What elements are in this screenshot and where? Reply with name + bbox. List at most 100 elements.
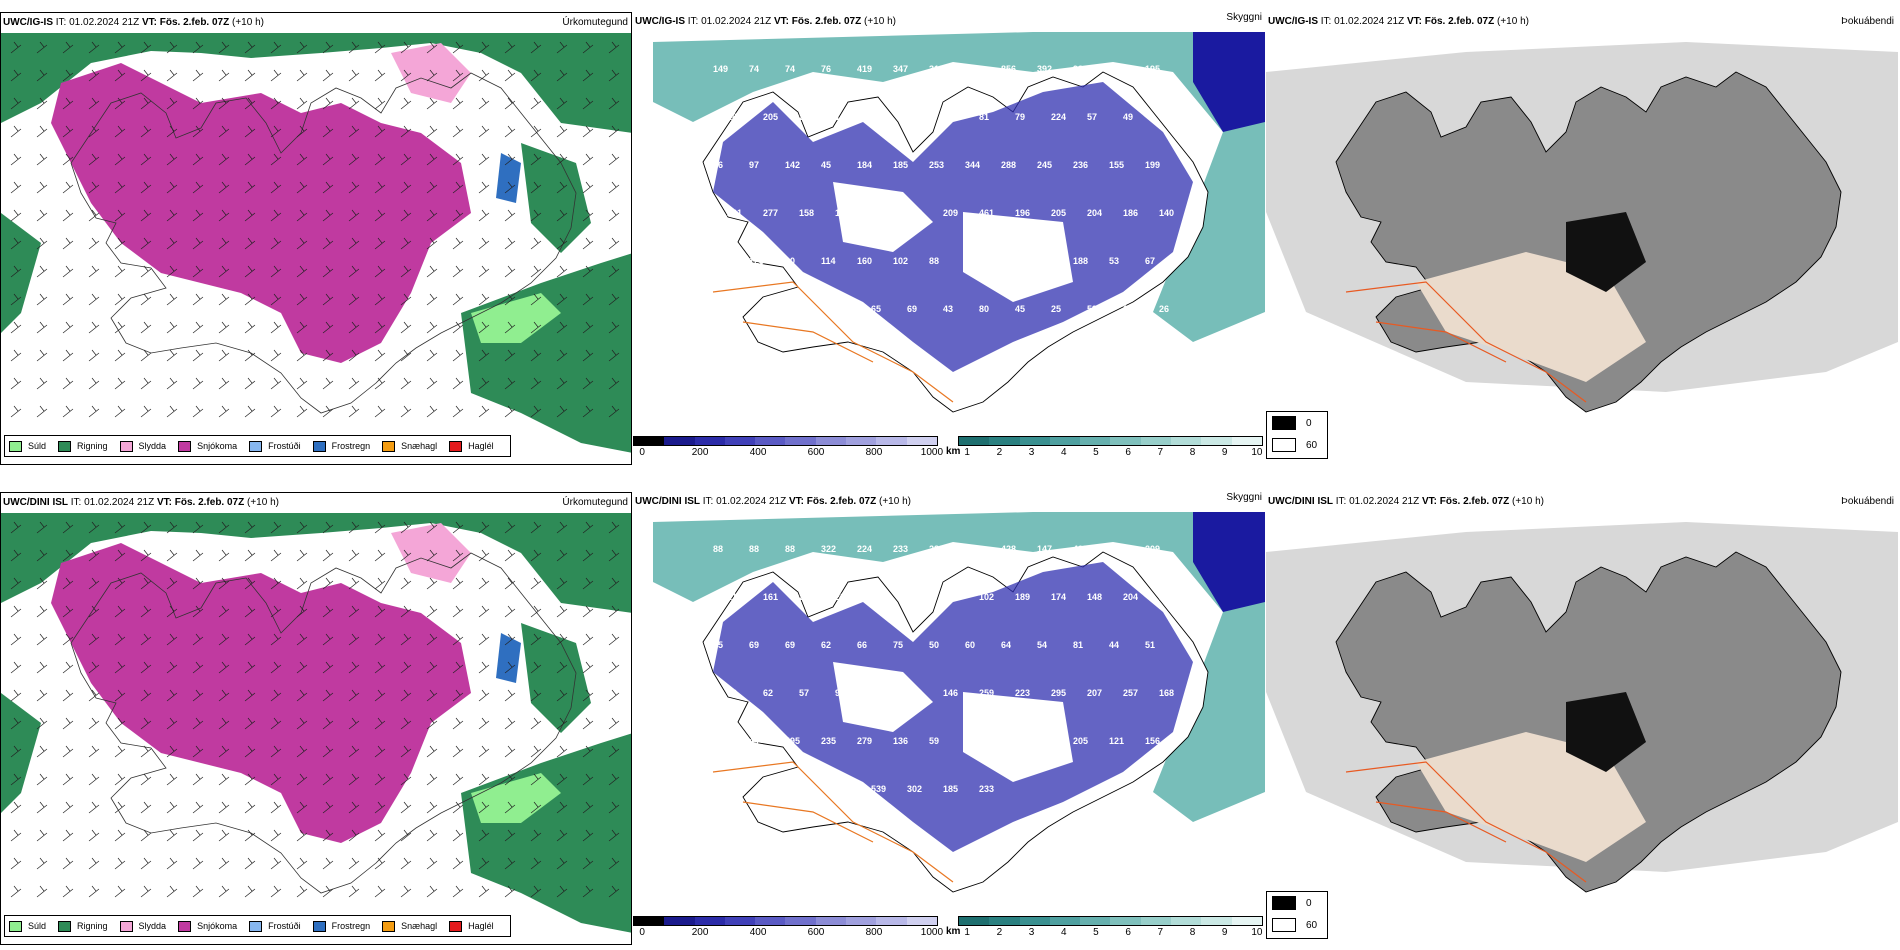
legend-label: Snjókoma <box>197 921 238 931</box>
cloud-base-label: 75 <box>893 640 903 650</box>
wind-barb <box>556 125 568 138</box>
rain-area <box>461 733 631 933</box>
wind-barb <box>504 885 516 898</box>
wind-barb <box>218 349 230 362</box>
coastline <box>70 72 577 414</box>
wind-barb <box>426 377 438 390</box>
wind-barb <box>400 633 412 646</box>
cloud-base-label: 102 <box>979 592 994 602</box>
wind-barb <box>374 773 386 786</box>
wind-barb <box>582 633 594 646</box>
wind-barb <box>400 661 412 674</box>
road-lines <box>1345 761 1587 883</box>
wind-barb <box>10 829 22 842</box>
cloud-base-label: 539 <box>871 784 886 794</box>
colorbar-tick-label: 5 <box>1093 927 1099 938</box>
wind-barb <box>400 829 412 842</box>
wind-barb <box>166 405 178 418</box>
cloud-base-label: 61 <box>965 256 975 266</box>
wind-barb <box>62 549 74 562</box>
wind-barb <box>88 689 100 702</box>
wind-barb <box>10 125 22 138</box>
cloud-base-label: 62 <box>763 688 773 698</box>
wind-barb <box>504 69 516 82</box>
wind-barb <box>582 801 594 814</box>
cloud-base-label: 64 <box>1001 640 1011 650</box>
wind-barb <box>36 521 48 534</box>
wind-barb <box>140 661 152 674</box>
wind-barb <box>530 801 542 814</box>
wind-barb <box>426 633 438 646</box>
cloud-base-label: 126 <box>1109 64 1124 74</box>
panel-header: UWC/DINI ISL IT: 01.02.2024 21Z VT: Fös.… <box>1266 492 1900 512</box>
cloud-base-label: 419 <box>857 64 872 74</box>
cloud-base-label: 191 <box>871 208 886 218</box>
wind-barb <box>504 633 516 646</box>
wind-barb <box>348 349 360 362</box>
wind-barb <box>192 801 204 814</box>
panel-title: Þokuábendi <box>1841 16 1894 27</box>
wind-barb <box>192 885 204 898</box>
cloud-base-label: 113 <box>943 592 958 602</box>
wind-barb <box>218 773 230 786</box>
wind-barb <box>270 577 282 590</box>
wind-barb <box>374 521 386 534</box>
wind-barb <box>114 829 126 842</box>
wind-barb <box>244 717 256 730</box>
cloud-base-label: 66 <box>713 160 723 170</box>
colorbar-segment <box>876 917 907 925</box>
colorbar-tick-label: 7 <box>1157 927 1164 938</box>
cloud-base-label: 74 <box>785 64 795 74</box>
wind-barb <box>88 97 100 110</box>
wind-barb <box>296 321 308 334</box>
legend-item: Haglél <box>449 440 494 452</box>
cloud-base-label: 245 <box>1037 160 1052 170</box>
colorbar-tick-label: 9 <box>1221 447 1228 458</box>
wind-barb <box>478 857 490 870</box>
wind-barb <box>608 293 620 306</box>
colorbar-tick-label: 2 <box>996 447 1003 458</box>
drizzle-area <box>471 293 561 343</box>
fog-panel-row2: UWC/DINI ISL IT: 01.02.2024 21Z VT: Fös.… <box>1266 492 1900 945</box>
cloud-base-label: 65 <box>713 640 723 650</box>
colorbar-tick-label: 1 <box>964 927 970 938</box>
wind-barb <box>114 717 126 730</box>
wind-barb <box>400 577 412 590</box>
wind-barb <box>348 265 360 278</box>
wind-barb <box>270 293 282 306</box>
cloud-map: 149 74 74 76 419 347 313 707 856 392 92 126 195 182 20… <box>633 12 1265 432</box>
wind-barb <box>400 521 412 534</box>
lead-time: (+10 h) <box>1512 496 1544 507</box>
wind-barb <box>608 41 620 54</box>
legend-item: Súld <box>9 440 46 452</box>
wind-barb <box>62 521 74 534</box>
wind-barb <box>244 857 256 870</box>
wind-barb <box>62 689 74 702</box>
fog-low-area <box>1416 732 1646 862</box>
colorbar-tick-label: 6 <box>1125 447 1131 458</box>
wind-barb <box>374 745 386 758</box>
wind-barb <box>166 661 178 674</box>
wind-barb <box>582 605 594 618</box>
wind-barb <box>296 41 308 54</box>
wind-barb <box>270 153 282 166</box>
colorbar-segment <box>1171 917 1202 925</box>
vt-label: VT: <box>1406 16 1422 27</box>
wind-barb <box>478 293 490 306</box>
model-name: UWC/IG-IS <box>635 16 685 27</box>
wind-barb <box>556 549 568 562</box>
wind-barb <box>322 885 334 898</box>
cloud-base-label: 25 <box>1051 304 1061 314</box>
wind-barb <box>296 237 308 250</box>
wind-barb <box>10 717 22 730</box>
wind-barb <box>270 745 282 758</box>
wind-barb <box>556 885 568 898</box>
wind-barb <box>348 829 360 842</box>
snow-area <box>51 63 471 363</box>
wind-barb <box>166 293 178 306</box>
wind-barb <box>36 125 48 138</box>
wind-barb <box>322 405 334 418</box>
cloud-base-label: 44 <box>749 736 759 746</box>
legend-item: Haglél <box>449 920 494 932</box>
wind-barb <box>582 321 594 334</box>
